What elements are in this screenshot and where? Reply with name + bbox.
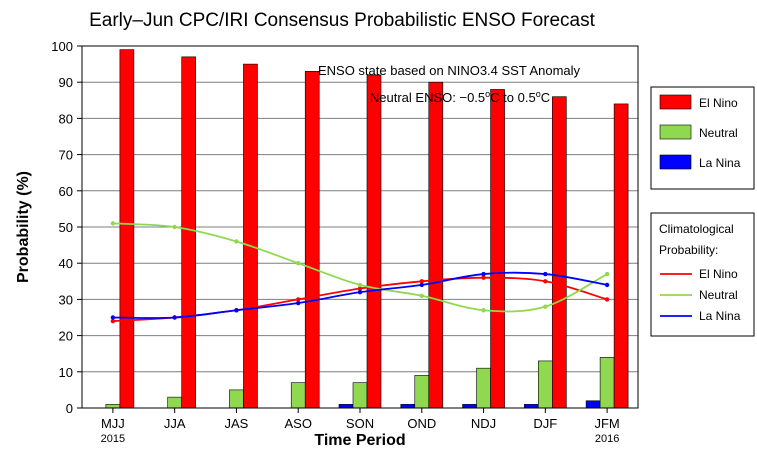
climatology-point-el-nino-ASO bbox=[296, 297, 301, 302]
degree-sign-1: o bbox=[485, 89, 490, 99]
legend-label-el-nino: El Nino bbox=[699, 96, 738, 110]
x-tick-label-SON: SON bbox=[346, 416, 374, 431]
climatology-point-el-nino-DJF bbox=[543, 279, 548, 284]
x-axis-label: Time Period bbox=[314, 432, 405, 449]
x-tick-label-JAS: JAS bbox=[225, 416, 249, 431]
y-tick-label-100: 100 bbox=[51, 39, 73, 54]
climatology-point-neutral-DJF bbox=[543, 304, 548, 309]
bar-la-nina-OND bbox=[400, 404, 416, 409]
climatology-point-el-nino-NDJ bbox=[481, 275, 486, 280]
annotation-line-2-suffix: C bbox=[541, 90, 550, 105]
bar-neutral-JFM bbox=[599, 357, 615, 409]
y-axis-label: Probability (%) bbox=[15, 171, 32, 283]
y-tick-labels: 0 10 20 30 40 50 60 70 80 90 100 bbox=[51, 39, 82, 416]
y-tick-label-40: 40 bbox=[59, 256, 73, 271]
legend-swatch-el-nino bbox=[659, 94, 692, 110]
legend-clim-label-el-nino: El Nino bbox=[699, 267, 738, 281]
bar-neutral-OND bbox=[414, 375, 430, 409]
x-tick-label-ASO: ASO bbox=[284, 416, 311, 431]
year-label-2016: 2016 bbox=[595, 433, 619, 445]
x-tick-label-NDJ: NDJ bbox=[471, 416, 496, 431]
bar-la-nina-NDJ bbox=[462, 404, 477, 409]
climatology-point-el-nino-SON bbox=[357, 286, 363, 291]
climatology-point-neutral-SON bbox=[357, 282, 363, 288]
climatology-point-neutral-MJJ bbox=[110, 221, 116, 226]
climatology-point-la-nina-JAS bbox=[234, 308, 239, 313]
climatology-point-la-nina-NDJ bbox=[481, 271, 486, 277]
climatology-point-la-nina-ASO bbox=[296, 300, 301, 306]
degree-sign-2: o bbox=[536, 89, 541, 99]
legend-swatch-neutral bbox=[659, 124, 692, 140]
climatology-point-neutral-JAS bbox=[234, 239, 239, 244]
legend-clim-label-la-nina: La Nina bbox=[699, 309, 741, 323]
climatology-point-la-nina-OND bbox=[419, 282, 424, 288]
climatology-point-neutral-ASO bbox=[296, 261, 301, 266]
bar-el-nino-JJA bbox=[181, 56, 196, 409]
y-tick-label-70: 70 bbox=[59, 148, 73, 163]
bar-la-nina-DJF bbox=[524, 404, 539, 409]
bar-el-nino-MJJ bbox=[119, 49, 135, 409]
y-tick-label-80: 80 bbox=[59, 111, 73, 126]
x-tick-label-JJA: JJA bbox=[164, 416, 186, 431]
x-tick-labels: MJJ JJA JAS ASO SON OND NDJ DJF JFM 2015 2016 bbox=[101, 408, 620, 445]
y-tick-label-50: 50 bbox=[59, 220, 73, 235]
y-tick-label-20: 20 bbox=[59, 329, 73, 344]
bar-neutral-SON bbox=[352, 382, 368, 409]
bar-neutral-JJA bbox=[167, 396, 182, 409]
legend-swatch-la-nina bbox=[659, 154, 692, 170]
y-tick-label-30: 30 bbox=[59, 292, 73, 307]
climatology-point-neutral-JFM bbox=[604, 271, 610, 277]
bar-el-nino-DJF bbox=[552, 96, 567, 409]
x-tick-label-MJJ: MJJ bbox=[101, 416, 125, 431]
climatology-point-la-nina-SON bbox=[357, 289, 363, 295]
annotation-line-2-mid: C to 0.5 bbox=[490, 90, 536, 105]
bars bbox=[105, 49, 629, 409]
bar-neutral-DJF bbox=[538, 360, 553, 409]
y-tick-label-90: 90 bbox=[59, 75, 73, 90]
climatology-lines bbox=[110, 221, 610, 324]
climatology-point-neutral-NDJ bbox=[481, 308, 486, 313]
climatology-point-el-nino-OND bbox=[419, 279, 424, 284]
legend-climatology: Climatological Probability: El Nino Neutr… bbox=[650, 212, 755, 337]
legend-label-la-nina: La Nina bbox=[699, 156, 741, 170]
x-tick-label-JFM: JFM bbox=[594, 416, 619, 431]
climatology-point-el-nino-JFM bbox=[604, 297, 610, 302]
bar-la-nina-SON bbox=[338, 404, 354, 409]
bar-el-nino-SON bbox=[366, 74, 382, 409]
climatology-point-neutral-OND bbox=[419, 293, 424, 298]
bar-neutral-NDJ bbox=[476, 367, 491, 409]
climatology-point-neutral-JJA bbox=[172, 224, 177, 230]
climatology-point-la-nina-JFM bbox=[604, 282, 610, 288]
x-tick-label-OND: OND bbox=[407, 416, 436, 431]
bar-el-nino-JAS bbox=[243, 63, 258, 409]
bar-neutral-ASO bbox=[290, 382, 306, 409]
x-tick-label-DJF: DJF bbox=[533, 416, 557, 431]
bar-neutral-MJJ bbox=[105, 404, 121, 409]
chart-title: Early–Jun CPC/IRI Consensus Probabilisti… bbox=[89, 10, 596, 31]
annotation-line-1: ENSO state based on NINO3.4 SST Anomaly bbox=[318, 63, 581, 78]
legend-climatology-title-1: Climatological bbox=[659, 222, 734, 236]
annotation-line-2-prefix: Neutral ENSO: −0.5 bbox=[370, 90, 485, 105]
legend-label-neutral: Neutral bbox=[699, 126, 738, 140]
y-tick-label-10: 10 bbox=[59, 365, 73, 380]
legend-clim-label-neutral: Neutral bbox=[699, 288, 738, 302]
bar-el-nino-OND bbox=[428, 81, 444, 409]
y-tick-label-0: 0 bbox=[66, 401, 73, 416]
climatology-point-el-nino-MJJ bbox=[110, 318, 116, 324]
annotation-line-2: Neutral ENSO: −0.5oC to 0.5oC bbox=[370, 89, 550, 105]
legend-climatology-title-2: Probability: bbox=[659, 243, 718, 257]
bar-el-nino-JFM bbox=[613, 103, 629, 409]
bar-el-nino-NDJ bbox=[490, 89, 505, 409]
climatology-point-la-nina-JJA bbox=[172, 315, 177, 320]
legend-bars: El Nino Neutral La Nina bbox=[650, 86, 755, 190]
climatology-point-la-nina-DJF bbox=[543, 271, 548, 277]
year-label-2015: 2015 bbox=[101, 433, 125, 445]
climatology-point-la-nina-MJJ bbox=[110, 315, 116, 320]
bar-neutral-JAS bbox=[229, 389, 244, 409]
bar-la-nina-JFM bbox=[585, 400, 601, 409]
y-tick-label-60: 60 bbox=[59, 184, 73, 199]
bar-el-nino-ASO bbox=[304, 71, 320, 409]
